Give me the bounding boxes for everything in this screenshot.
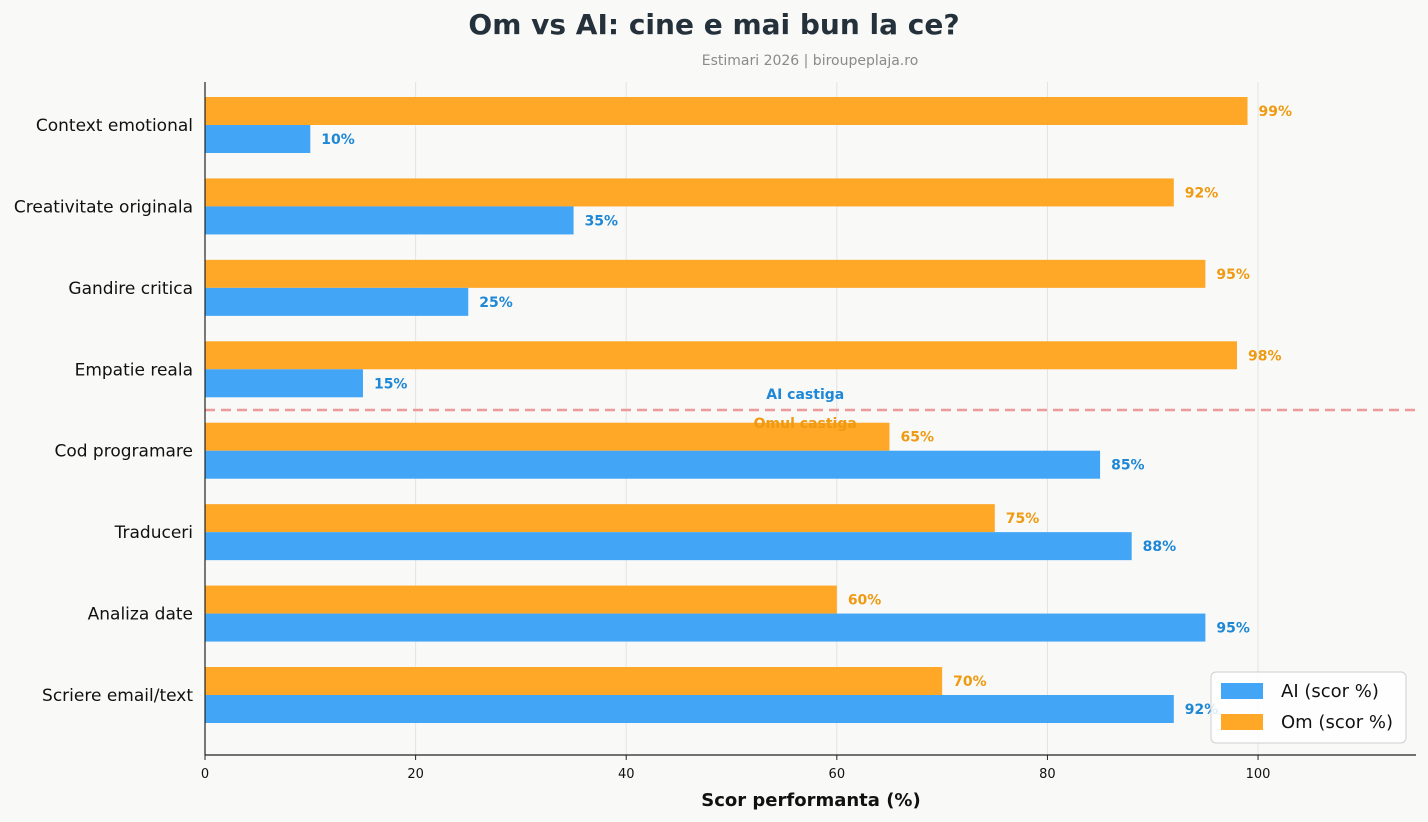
chart-subtitle: Estimari 2026 | biroupeplaja.ro xyxy=(702,53,919,69)
category-labels: Context emotional Creativitate originala G… xyxy=(14,116,193,706)
bar-om xyxy=(205,667,943,695)
x-tick-label: 100 xyxy=(1246,767,1271,782)
divider: AI castiga Omul castiga xyxy=(205,387,1416,432)
value-label-om: 65% xyxy=(900,430,934,446)
bar-ai xyxy=(205,613,1206,642)
category-label: Analiza date xyxy=(88,605,193,625)
value-label-om: 98% xyxy=(1248,348,1282,364)
value-label-ai: 10% xyxy=(321,132,355,148)
bar-ai xyxy=(205,695,1174,723)
value-label-ai: 15% xyxy=(374,376,408,392)
value-label-om: 60% xyxy=(848,593,882,609)
bar-ai xyxy=(205,450,1101,479)
value-label-ai: 85% xyxy=(1111,458,1145,474)
chart-title: Om vs AI: cine e mai bun la ce? xyxy=(468,8,959,41)
x-tick-label: 0 xyxy=(201,767,209,782)
bar-ai xyxy=(205,206,574,235)
bar-om xyxy=(205,178,1174,207)
bar-om xyxy=(205,259,1206,288)
divider-label-ai: AI castiga xyxy=(766,387,844,403)
divider-label-om: Omul castiga xyxy=(754,416,857,432)
bar-ai xyxy=(205,369,363,398)
x-tick-label: 20 xyxy=(407,767,424,782)
category-label: Cod programare xyxy=(54,442,193,462)
x-tick-label: 80 xyxy=(1039,767,1056,782)
category-label: Gandire critica xyxy=(68,279,193,299)
category-label: Creativitate originala xyxy=(14,197,193,217)
bar-ai xyxy=(205,532,1132,561)
axes xyxy=(204,82,1416,756)
value-label-ai: 25% xyxy=(479,295,513,311)
category-label: Context emotional xyxy=(36,116,193,136)
value-label-om: 99% xyxy=(1259,104,1293,120)
x-ticks: 0 20 40 60 80 100 xyxy=(201,755,1271,782)
value-label-om: 92% xyxy=(1185,185,1219,201)
legend: AI (scor %) Om (scor %) xyxy=(1210,671,1407,744)
bar-om xyxy=(205,97,1248,125)
bar-om xyxy=(205,585,837,614)
value-label-om: 70% xyxy=(953,674,987,690)
value-label-ai: 95% xyxy=(1216,621,1250,637)
legend-entry: Om (scor %) xyxy=(1281,712,1393,733)
bars xyxy=(205,97,1248,723)
value-label-om: 95% xyxy=(1216,267,1250,283)
bar-om xyxy=(205,422,890,451)
bar-ai xyxy=(205,287,469,316)
bar-om xyxy=(205,504,995,533)
category-label: Empatie reala xyxy=(75,360,193,380)
x-tick-label: 40 xyxy=(618,767,635,782)
value-label-ai: 35% xyxy=(585,213,619,229)
bar-om xyxy=(205,341,1237,370)
value-labels: 99% 10% 92% 35% 95% 25% 98% 15% 65% 85% 75% 88% 60% 9… xyxy=(321,104,1292,718)
value-label-om: 75% xyxy=(1006,511,1040,527)
value-label-ai: 88% xyxy=(1143,539,1177,555)
legend-swatch xyxy=(1221,683,1263,699)
value-label-ai: 92% xyxy=(1185,702,1219,718)
category-label: Scriere email/text xyxy=(42,686,193,706)
legend-swatch xyxy=(1221,714,1263,730)
legend-entry: AI (scor %) xyxy=(1281,681,1379,702)
x-axis-label: Scor performanta (%) xyxy=(701,790,920,811)
category-label: Traduceri xyxy=(114,523,193,543)
bar-ai xyxy=(205,125,311,153)
x-tick-label: 60 xyxy=(829,767,846,782)
